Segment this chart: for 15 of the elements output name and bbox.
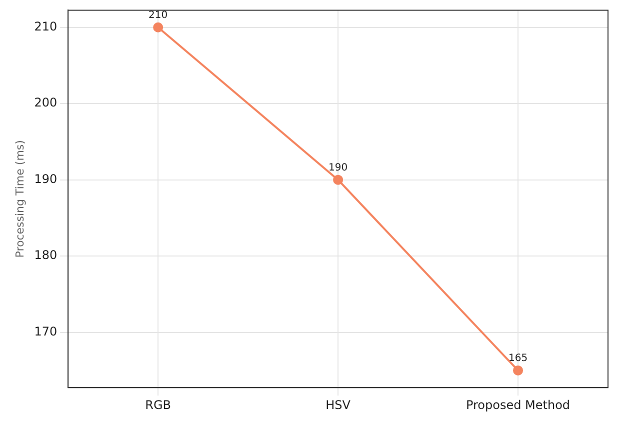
x-tick-label: Proposed Method (466, 398, 570, 412)
data-label: 190 (328, 162, 348, 174)
data-label: 210 (148, 10, 168, 21)
data-label: 165 (508, 353, 528, 364)
x-tick-label: RGB (145, 398, 172, 412)
x-tick-label: HSV (326, 398, 352, 412)
point (513, 365, 524, 376)
y-tick-label: 190 (34, 172, 58, 186)
y-axis-title: Processing Time (ms) (13, 140, 26, 258)
y-tick-label: 210 (34, 19, 58, 34)
point (153, 22, 164, 32)
y-tick-label: 200 (34, 96, 58, 110)
y-tick-label: 170 (34, 324, 58, 338)
y-tick-label: 180 (34, 248, 58, 262)
point (333, 174, 344, 185)
